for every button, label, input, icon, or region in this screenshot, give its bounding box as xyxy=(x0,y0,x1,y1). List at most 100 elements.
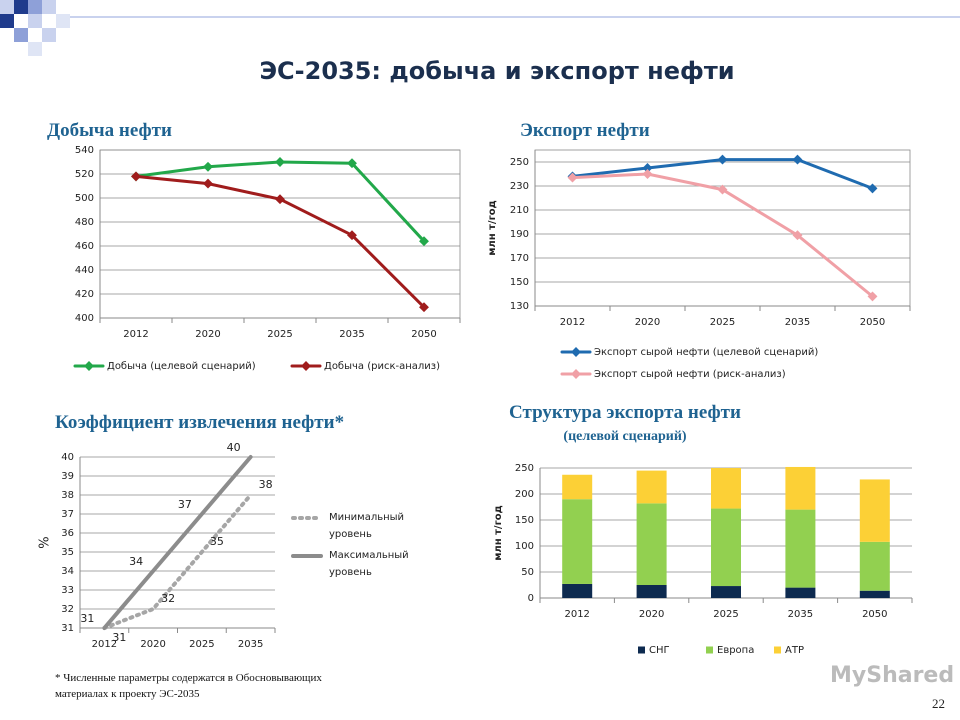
legend-label: СНГ xyxy=(649,645,670,656)
y-tick-label: 150 xyxy=(510,277,529,288)
y-tick-label: 35 xyxy=(61,547,74,558)
y-tick-label: 250 xyxy=(510,157,529,168)
y-tick-label: 150 xyxy=(515,515,534,526)
chart-title: Структура экспорта нефти xyxy=(509,402,741,423)
point-marker xyxy=(717,154,728,165)
chart-subtitle: (целевой сценарий) xyxy=(563,429,687,444)
chart-title-box: Добыча нефти xyxy=(47,120,297,142)
chart-title-box: Коэффициент извлечения нефти* xyxy=(55,412,455,434)
legend-swatch xyxy=(638,646,645,654)
bar-segment xyxy=(859,479,890,542)
legend-label: Добыча (целевой сценарий) xyxy=(107,361,256,372)
chart-title: Добыча нефти xyxy=(47,120,172,141)
legend-label: Европа xyxy=(717,645,754,656)
legend-swatch xyxy=(706,646,713,654)
y-tick-label: 480 xyxy=(75,217,94,228)
legend-swatch xyxy=(774,646,781,654)
y-tick-label: 33 xyxy=(61,585,74,596)
bar-segment xyxy=(785,587,816,598)
y-tick-label: 540 xyxy=(75,145,94,156)
y-axis-label: млн т/год xyxy=(493,505,504,561)
page-number: 22 xyxy=(932,696,945,711)
bar-segment xyxy=(562,499,593,584)
bar-segment xyxy=(711,468,741,509)
legend-label: Экспорт сырой нефти (целевой сценарий) xyxy=(594,347,818,358)
footnote-box: * Численные параметры содержатся в Обосн… xyxy=(55,672,322,700)
text-box: Экспорт нефти xyxy=(520,120,770,142)
x-tick-label: 2020 xyxy=(140,639,165,650)
x-tick-label: 2035 xyxy=(788,609,813,620)
chart: Добыча нефти 400 420 440 460 480 500 520 540 2012… xyxy=(47,120,461,372)
footnote: * Численные параметры содержатся в Обосн… xyxy=(55,672,322,700)
point-marker xyxy=(642,163,653,173)
x-tick-label: 2050 xyxy=(860,317,885,328)
legend-marker xyxy=(571,347,581,357)
chart: Структура экспорта нефти (целевой сценар… xyxy=(493,402,913,656)
y-tick-label: 37 xyxy=(61,509,74,520)
point-marker xyxy=(792,154,803,165)
point-marker xyxy=(275,157,285,167)
y-tick-label: 39 xyxy=(61,471,74,482)
y-tick-label: 400 xyxy=(75,313,94,324)
y-tick-label: 100 xyxy=(515,541,534,552)
text-box: Максимальный уровень xyxy=(329,550,409,578)
data-label: 31 xyxy=(112,631,126,644)
point-marker xyxy=(347,158,357,169)
point-marker xyxy=(203,161,213,172)
legend-label: Максимальный уровень xyxy=(329,550,409,578)
y-tick-label: 230 xyxy=(510,181,529,192)
bar-segment xyxy=(785,466,816,510)
bar-segment xyxy=(636,503,667,585)
x-tick-label: 2012 xyxy=(123,329,148,340)
y-tick-label: 520 xyxy=(75,169,94,180)
legend-marker xyxy=(571,369,581,379)
x-tick-label: 2025 xyxy=(189,639,214,650)
chart-title: Экспорт нефти xyxy=(520,120,650,141)
y-tick-label: 32 xyxy=(61,604,74,615)
bar-segment xyxy=(859,590,890,598)
y-axis-label: % xyxy=(38,536,53,548)
data-label: 40 xyxy=(227,441,241,454)
text-box: Добыча нефти xyxy=(47,120,297,142)
y-axis-label: млн т/год xyxy=(487,200,498,256)
x-tick-label: 2020 xyxy=(195,329,220,340)
point-marker xyxy=(717,184,728,195)
x-tick-label: 2035 xyxy=(785,317,810,328)
x-tick-label: 2025 xyxy=(267,329,292,340)
x-tick-label: 2025 xyxy=(710,317,735,328)
x-tick-label: 2012 xyxy=(92,639,117,650)
data-label: 38 xyxy=(259,478,273,491)
y-tick-label: 36 xyxy=(61,528,74,539)
point-marker xyxy=(419,236,429,247)
point-marker xyxy=(275,194,285,205)
point-marker xyxy=(867,291,878,302)
point-marker xyxy=(419,302,429,313)
text-box: Коэффициент извлечения нефти* xyxy=(55,412,455,434)
bar-segment xyxy=(636,585,667,598)
y-tick-label: 50 xyxy=(521,567,534,578)
bar-segment xyxy=(859,541,890,591)
y-tick-label: 200 xyxy=(515,489,534,500)
y-tick-label: 500 xyxy=(75,193,94,204)
point-marker xyxy=(867,183,878,194)
bar-segment xyxy=(711,586,741,598)
legend-label: Экспорт сырой нефти (риск-анализ) xyxy=(594,369,786,380)
chart-title-box: Экспорт нефти xyxy=(520,120,770,142)
x-tick-label: 2025 xyxy=(713,609,738,620)
y-tick-label: 440 xyxy=(75,265,94,276)
legend-label: Минимальный уровень xyxy=(329,512,405,540)
bar-segment xyxy=(562,474,593,500)
y-tick-label: 130 xyxy=(510,301,529,312)
bar-segment xyxy=(562,583,593,598)
chart: Экспорт нефти 130 150 170 190 210 230 250 млн т/… xyxy=(487,120,911,380)
y-tick-label: 420 xyxy=(75,289,94,300)
y-tick-label: 170 xyxy=(510,253,529,264)
chart-title-box: Структура экспорта нефти (целевой сценар… xyxy=(505,402,745,446)
y-tick-label: 210 xyxy=(510,205,529,216)
x-tick-label: 2020 xyxy=(639,609,664,620)
point-marker xyxy=(203,178,213,189)
text-box: Структура экспорта нефти (целевой сценар… xyxy=(505,402,745,446)
x-tick-label: 2050 xyxy=(411,329,436,340)
legend-label: Добыча (риск-анализ) xyxy=(324,361,440,372)
